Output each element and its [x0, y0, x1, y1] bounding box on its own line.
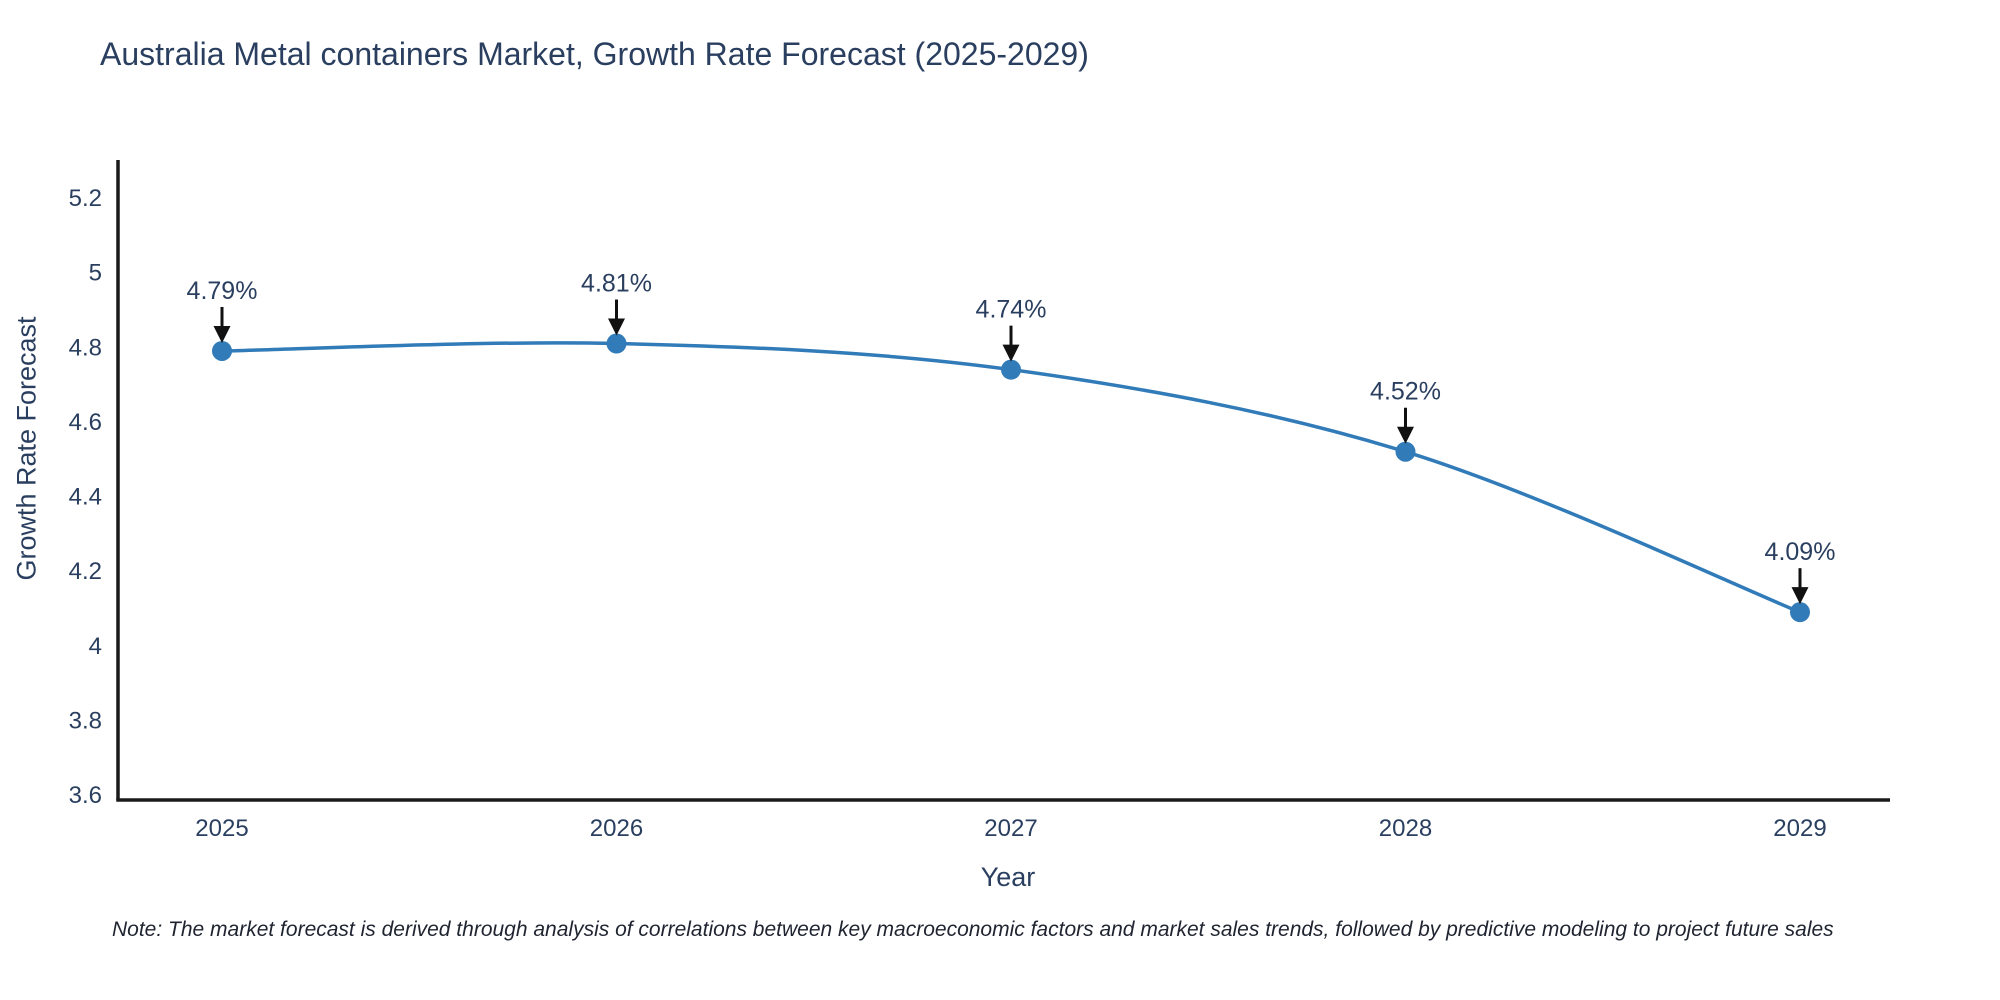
- x-tick-label: 2029: [1773, 815, 1826, 842]
- x-tick-label: 2025: [195, 815, 248, 842]
- chart-title: Australia Metal containers Market, Growt…: [100, 36, 1089, 72]
- data-point-marker: [212, 340, 232, 361]
- data-point-marker: [1001, 359, 1021, 380]
- footnote: Note: The market forecast is derived thr…: [112, 918, 1834, 941]
- data-point-marker: [1790, 602, 1810, 623]
- y-tick-label: 5.2: [69, 185, 102, 212]
- annotation-arrowhead: [1791, 587, 1809, 605]
- x-tick-label: 2027: [984, 815, 1037, 842]
- y-tick-label: 4.6: [69, 409, 102, 436]
- data-point-label: 4.74%: [976, 296, 1047, 324]
- forecast-line: [221, 341, 1801, 614]
- data-point-label: 4.52%: [1370, 378, 1441, 406]
- data-point-label: 4.81%: [581, 270, 652, 298]
- data-point-marker: [606, 333, 627, 354]
- y-tick-label: 4.2: [69, 558, 102, 585]
- annotation-arrowhead: [213, 325, 231, 343]
- y-tick-label: 3.6: [69, 782, 102, 809]
- annotation-arrowhead: [608, 318, 625, 336]
- y-tick-label: 4: [89, 633, 102, 660]
- y-tick-label: 3.8: [69, 707, 102, 734]
- y-tick-label: 5: [89, 260, 102, 287]
- data-point-marker: [1395, 441, 1416, 462]
- x-tick-label: 2026: [590, 815, 643, 842]
- y-tick-label: 4.4: [69, 484, 102, 511]
- annotation-arrowhead: [1397, 426, 1414, 444]
- data-point-label: 4.09%: [1765, 538, 1836, 566]
- y-tick-label: 4.8: [69, 334, 102, 361]
- x-axis-title: Year: [980, 862, 1036, 892]
- x-tick-label: 2028: [1379, 815, 1432, 842]
- data-point-label: 4.79%: [187, 277, 258, 305]
- annotation-arrowhead: [1002, 344, 1020, 362]
